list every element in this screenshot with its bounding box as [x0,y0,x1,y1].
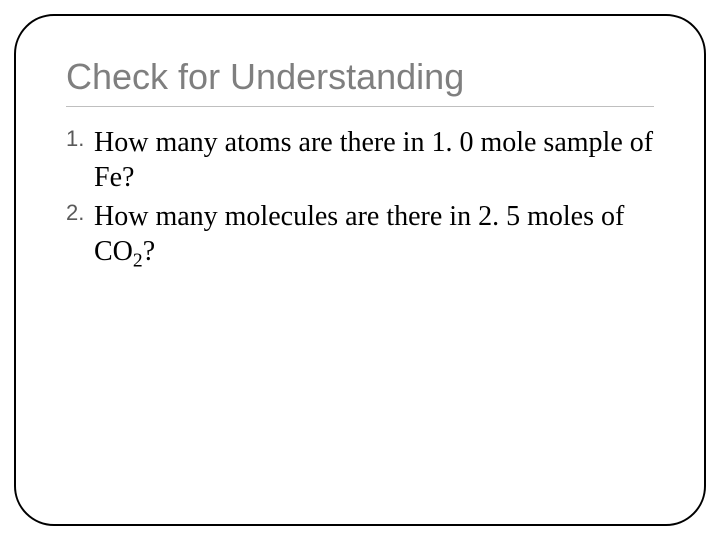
question-text: How many molecules are there in 2. 5 mol… [94,199,654,269]
slide-frame: Check for Understanding 1. How many atoms… [14,14,706,526]
title-underline [66,106,654,107]
list-marker: 1. [66,125,84,153]
question-text: How many atoms are there in 1. 0 mole sa… [94,125,654,195]
question-item: 1.How many atoms are there in 1. 0 mole … [94,125,654,195]
text-part: How many atoms are there in 1. 0 mole sa… [94,127,653,193]
slide-title: Check for Understanding [66,56,654,98]
text-part: ? [143,236,155,267]
subscript: 2 [133,251,143,272]
question-list: 1. How many atoms are there in 1. 0 mole … [66,125,654,269]
list-marker: 2. [66,199,84,227]
text-part: How many molecules are there in 2. 5 mol… [94,201,624,267]
question-item: 2.How many molecules are there in 2. 5 m… [94,199,654,269]
